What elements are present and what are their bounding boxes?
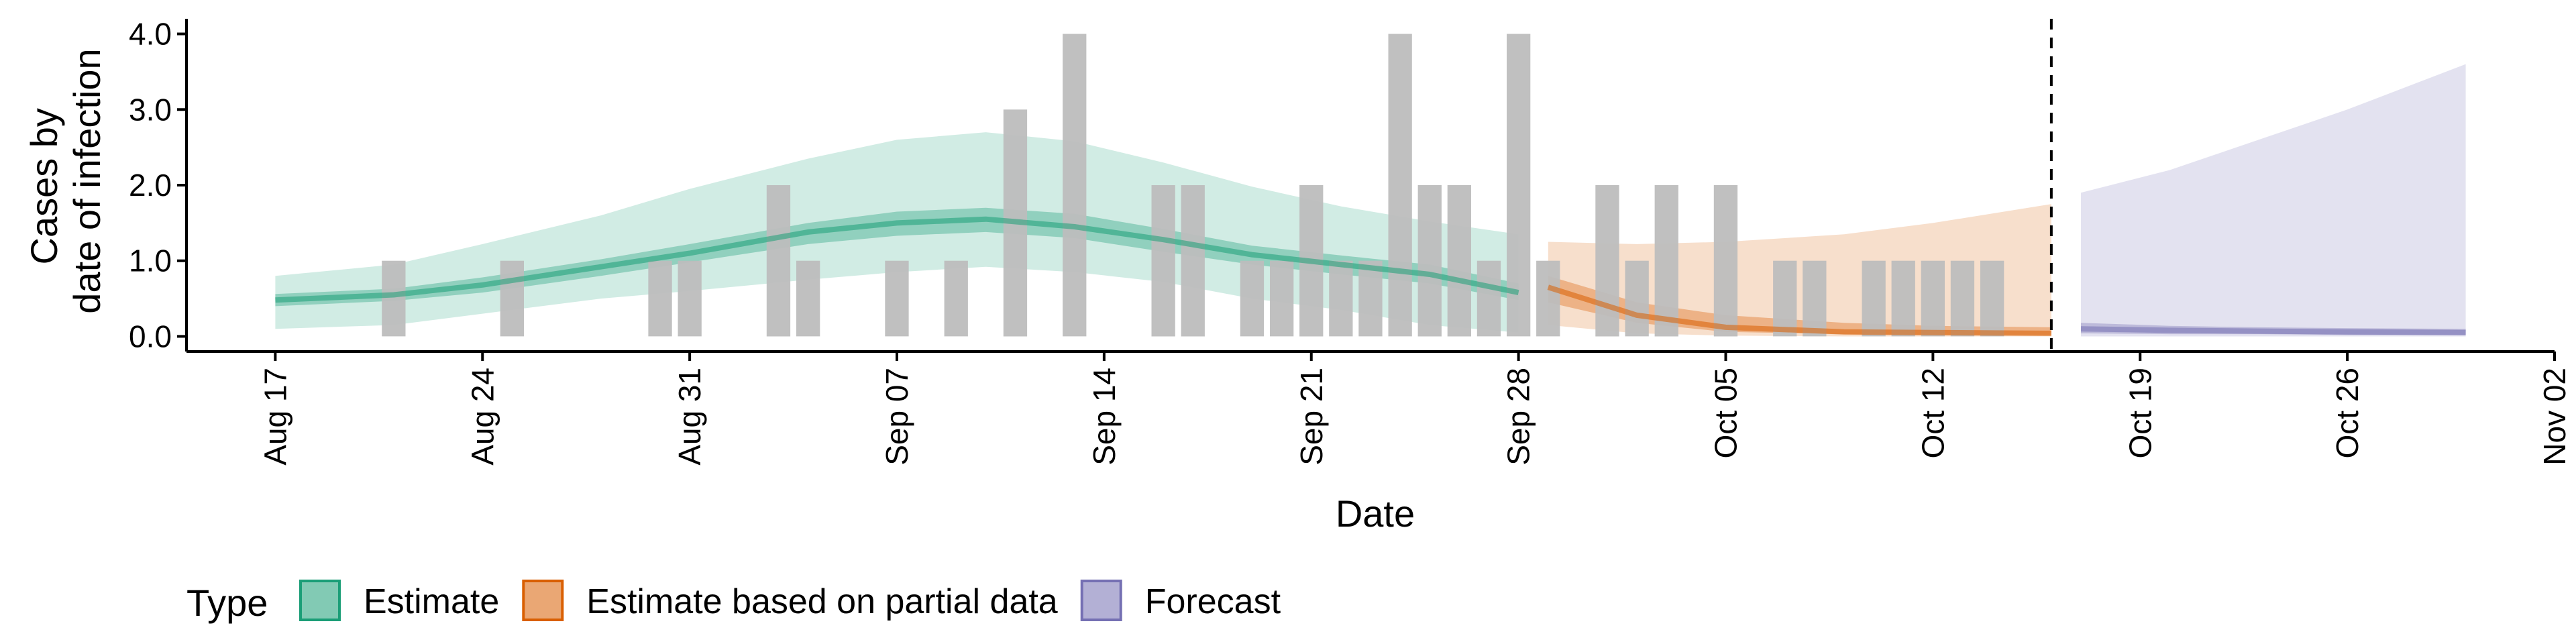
forecast-ci90-band: [2081, 64, 2466, 337]
x-tick-label: Oct 05: [1709, 368, 1743, 459]
legend-title: Type: [186, 582, 268, 624]
observed-case-bar: [1654, 185, 1678, 337]
estimate-ci90-band: [275, 132, 1519, 333]
y-axis-title-line-2: date of infection: [66, 48, 108, 313]
observed-case-bar: [382, 260, 406, 337]
observed-case-bar: [1536, 260, 1560, 337]
estimate-based-on-partial-data-legend-label: Estimate based on partial data: [586, 582, 1058, 621]
observed-case-bar: [1388, 34, 1412, 337]
y-axis-title: Cases by date of infection: [23, 48, 108, 313]
forecast-legend-label: Forecast: [1145, 582, 1281, 621]
series-medians: [275, 216, 2466, 336]
forecast-legend-key: [1080, 580, 1122, 621]
x-tick-label: Oct 26: [2330, 368, 2365, 459]
estimate-based-on-partial-data-legend-key: [522, 580, 564, 621]
y-tick-label: 1.0: [129, 244, 172, 278]
x-tick-label: Sep 07: [879, 368, 914, 466]
observed-case-bar: [1891, 260, 1915, 337]
observed-case-bar: [678, 260, 702, 337]
observed-case-bar: [1329, 260, 1353, 337]
y-tick-label: 2.0: [129, 168, 172, 203]
estimate-based-on-partial-data-median-line: [1547, 284, 2051, 336]
observed-case-bar: [1803, 260, 1827, 337]
x-tick-label: Nov 02: [2537, 368, 2572, 466]
legend: Type Estimate Estimate based on partial d…: [186, 580, 1281, 624]
x-tick-label: Sep 21: [1294, 368, 1329, 466]
observed-case-bar: [766, 185, 791, 337]
x-axis-ticks: Aug 17 Aug 24 Aug 31 Sep 07 Sep 14 Sep 21 Sep …: [258, 352, 2572, 466]
observed-case-bar: [885, 260, 909, 337]
estimate-legend-label: Estimate: [364, 582, 499, 621]
x-axis-title: Date: [1336, 492, 1415, 535]
observed-case-bar: [648, 260, 672, 337]
observed-cases-bars: [382, 34, 2004, 337]
y-axis-ticks: 0.0 1.0 2.0 3.0 4.0: [129, 17, 186, 354]
observed-case-bar: [1595, 185, 1619, 337]
forecast-median-line: [2080, 326, 2466, 335]
observed-case-bar: [1447, 185, 1471, 337]
observed-case-bar: [1862, 260, 1886, 337]
observed-case-bar: [1980, 260, 2004, 337]
observed-case-bar: [500, 260, 524, 337]
x-tick-label: Aug 17: [258, 368, 292, 466]
x-tick-label: Sep 28: [1501, 368, 1536, 466]
plot-area: [275, 19, 2466, 352]
x-tick-label: Aug 24: [465, 368, 500, 466]
observed-case-bar: [1950, 260, 1975, 337]
observed-case-bar: [1181, 185, 1205, 337]
estimate-legend-key: [299, 580, 341, 621]
estimate-median-line: [275, 216, 1519, 303]
x-tick-label: Oct 12: [1915, 368, 1950, 459]
observed-case-bar: [1358, 260, 1383, 337]
observed-case-bar: [1921, 260, 1945, 337]
observed-case-bar: [1270, 260, 1294, 337]
y-tick-label: 0.0: [129, 319, 172, 354]
y-tick-label: 4.0: [129, 17, 172, 52]
observed-case-bar: [1773, 260, 1797, 337]
x-tick-label: Sep 14: [1087, 368, 1122, 466]
observed-case-bar: [1063, 34, 1087, 337]
observed-case-bar: [796, 260, 820, 337]
observed-case-bar: [1625, 260, 1649, 337]
x-tick-label: Aug 31: [672, 368, 707, 466]
observed-case-bar: [1417, 185, 1442, 337]
y-tick-label: 3.0: [129, 92, 172, 127]
y-axis-title-line-1: Cases by: [23, 108, 65, 264]
observed-case-bar: [1713, 185, 1738, 337]
observed-case-bar: [944, 260, 968, 337]
observed-case-bar: [1151, 185, 1175, 337]
observed-case-bar: [1477, 260, 1501, 337]
observed-case-bar: [1240, 260, 1265, 337]
x-tick-label: Oct 19: [2123, 368, 2157, 459]
axes: 0.0 1.0 2.0 3.0 4.0 Aug 17 Aug 24 Aug 31 Sep 07…: [129, 17, 2572, 466]
observed-case-bar: [1507, 34, 1531, 337]
